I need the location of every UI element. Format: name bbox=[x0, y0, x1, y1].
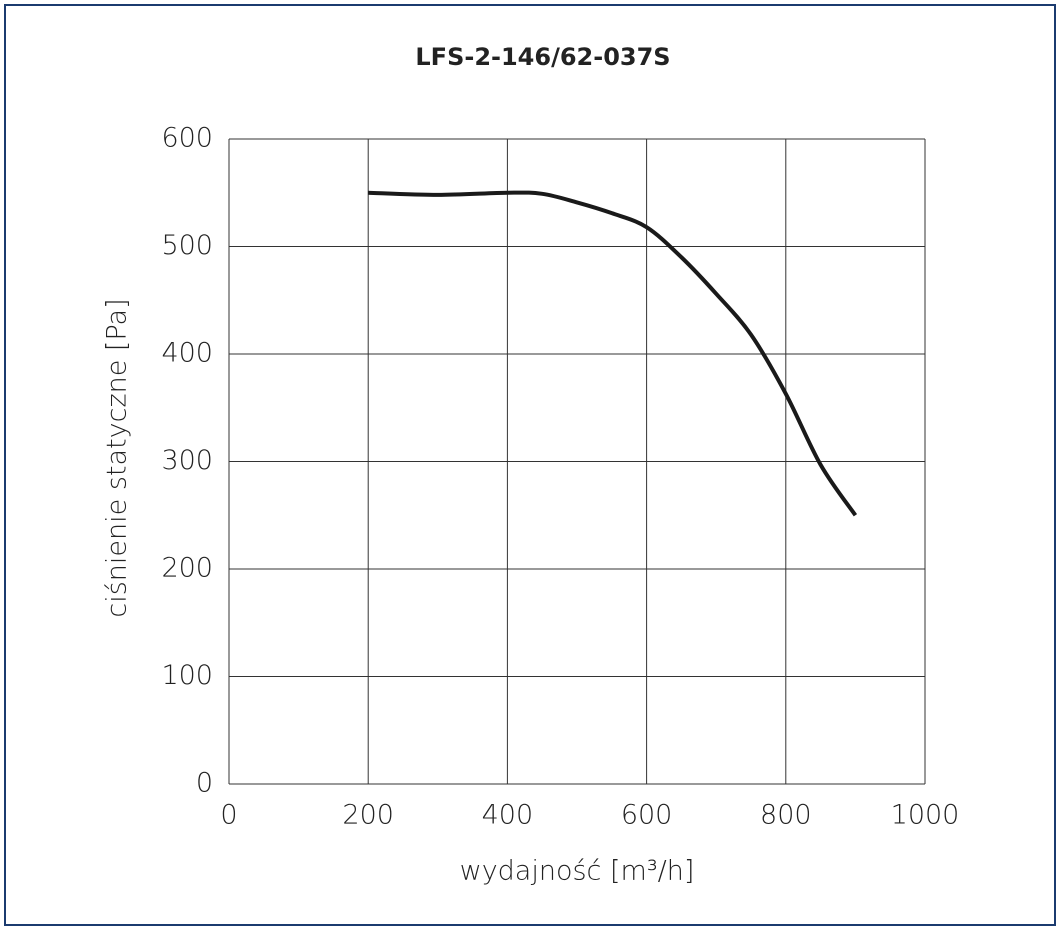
x-axis-label: wydajność [m³/h] bbox=[460, 856, 695, 887]
y-tick-label: 100 bbox=[161, 660, 213, 691]
x-tick-label: 1000 bbox=[891, 800, 960, 831]
frame bbox=[4, 4, 1056, 926]
y-axis-label: ciśnienie statyczne [Pa] bbox=[102, 298, 133, 617]
x-tick-label: 0 bbox=[220, 800, 237, 831]
y-tick-label: 600 bbox=[161, 123, 213, 154]
chart-title: LFS-2-146/62-037S bbox=[415, 43, 670, 71]
x-tick-label: 800 bbox=[760, 800, 812, 831]
x-tick-label: 400 bbox=[482, 800, 534, 831]
x-tick-label: 600 bbox=[621, 800, 673, 831]
x-tick-label: 200 bbox=[342, 800, 394, 831]
y-tick-label: 400 bbox=[161, 338, 213, 369]
y-tick-label: 300 bbox=[161, 445, 213, 476]
y-tick-label: 500 bbox=[161, 230, 213, 261]
data-line bbox=[368, 190, 858, 517]
y-tick-label: 0 bbox=[196, 768, 213, 799]
y-tick-label: 200 bbox=[161, 553, 213, 584]
